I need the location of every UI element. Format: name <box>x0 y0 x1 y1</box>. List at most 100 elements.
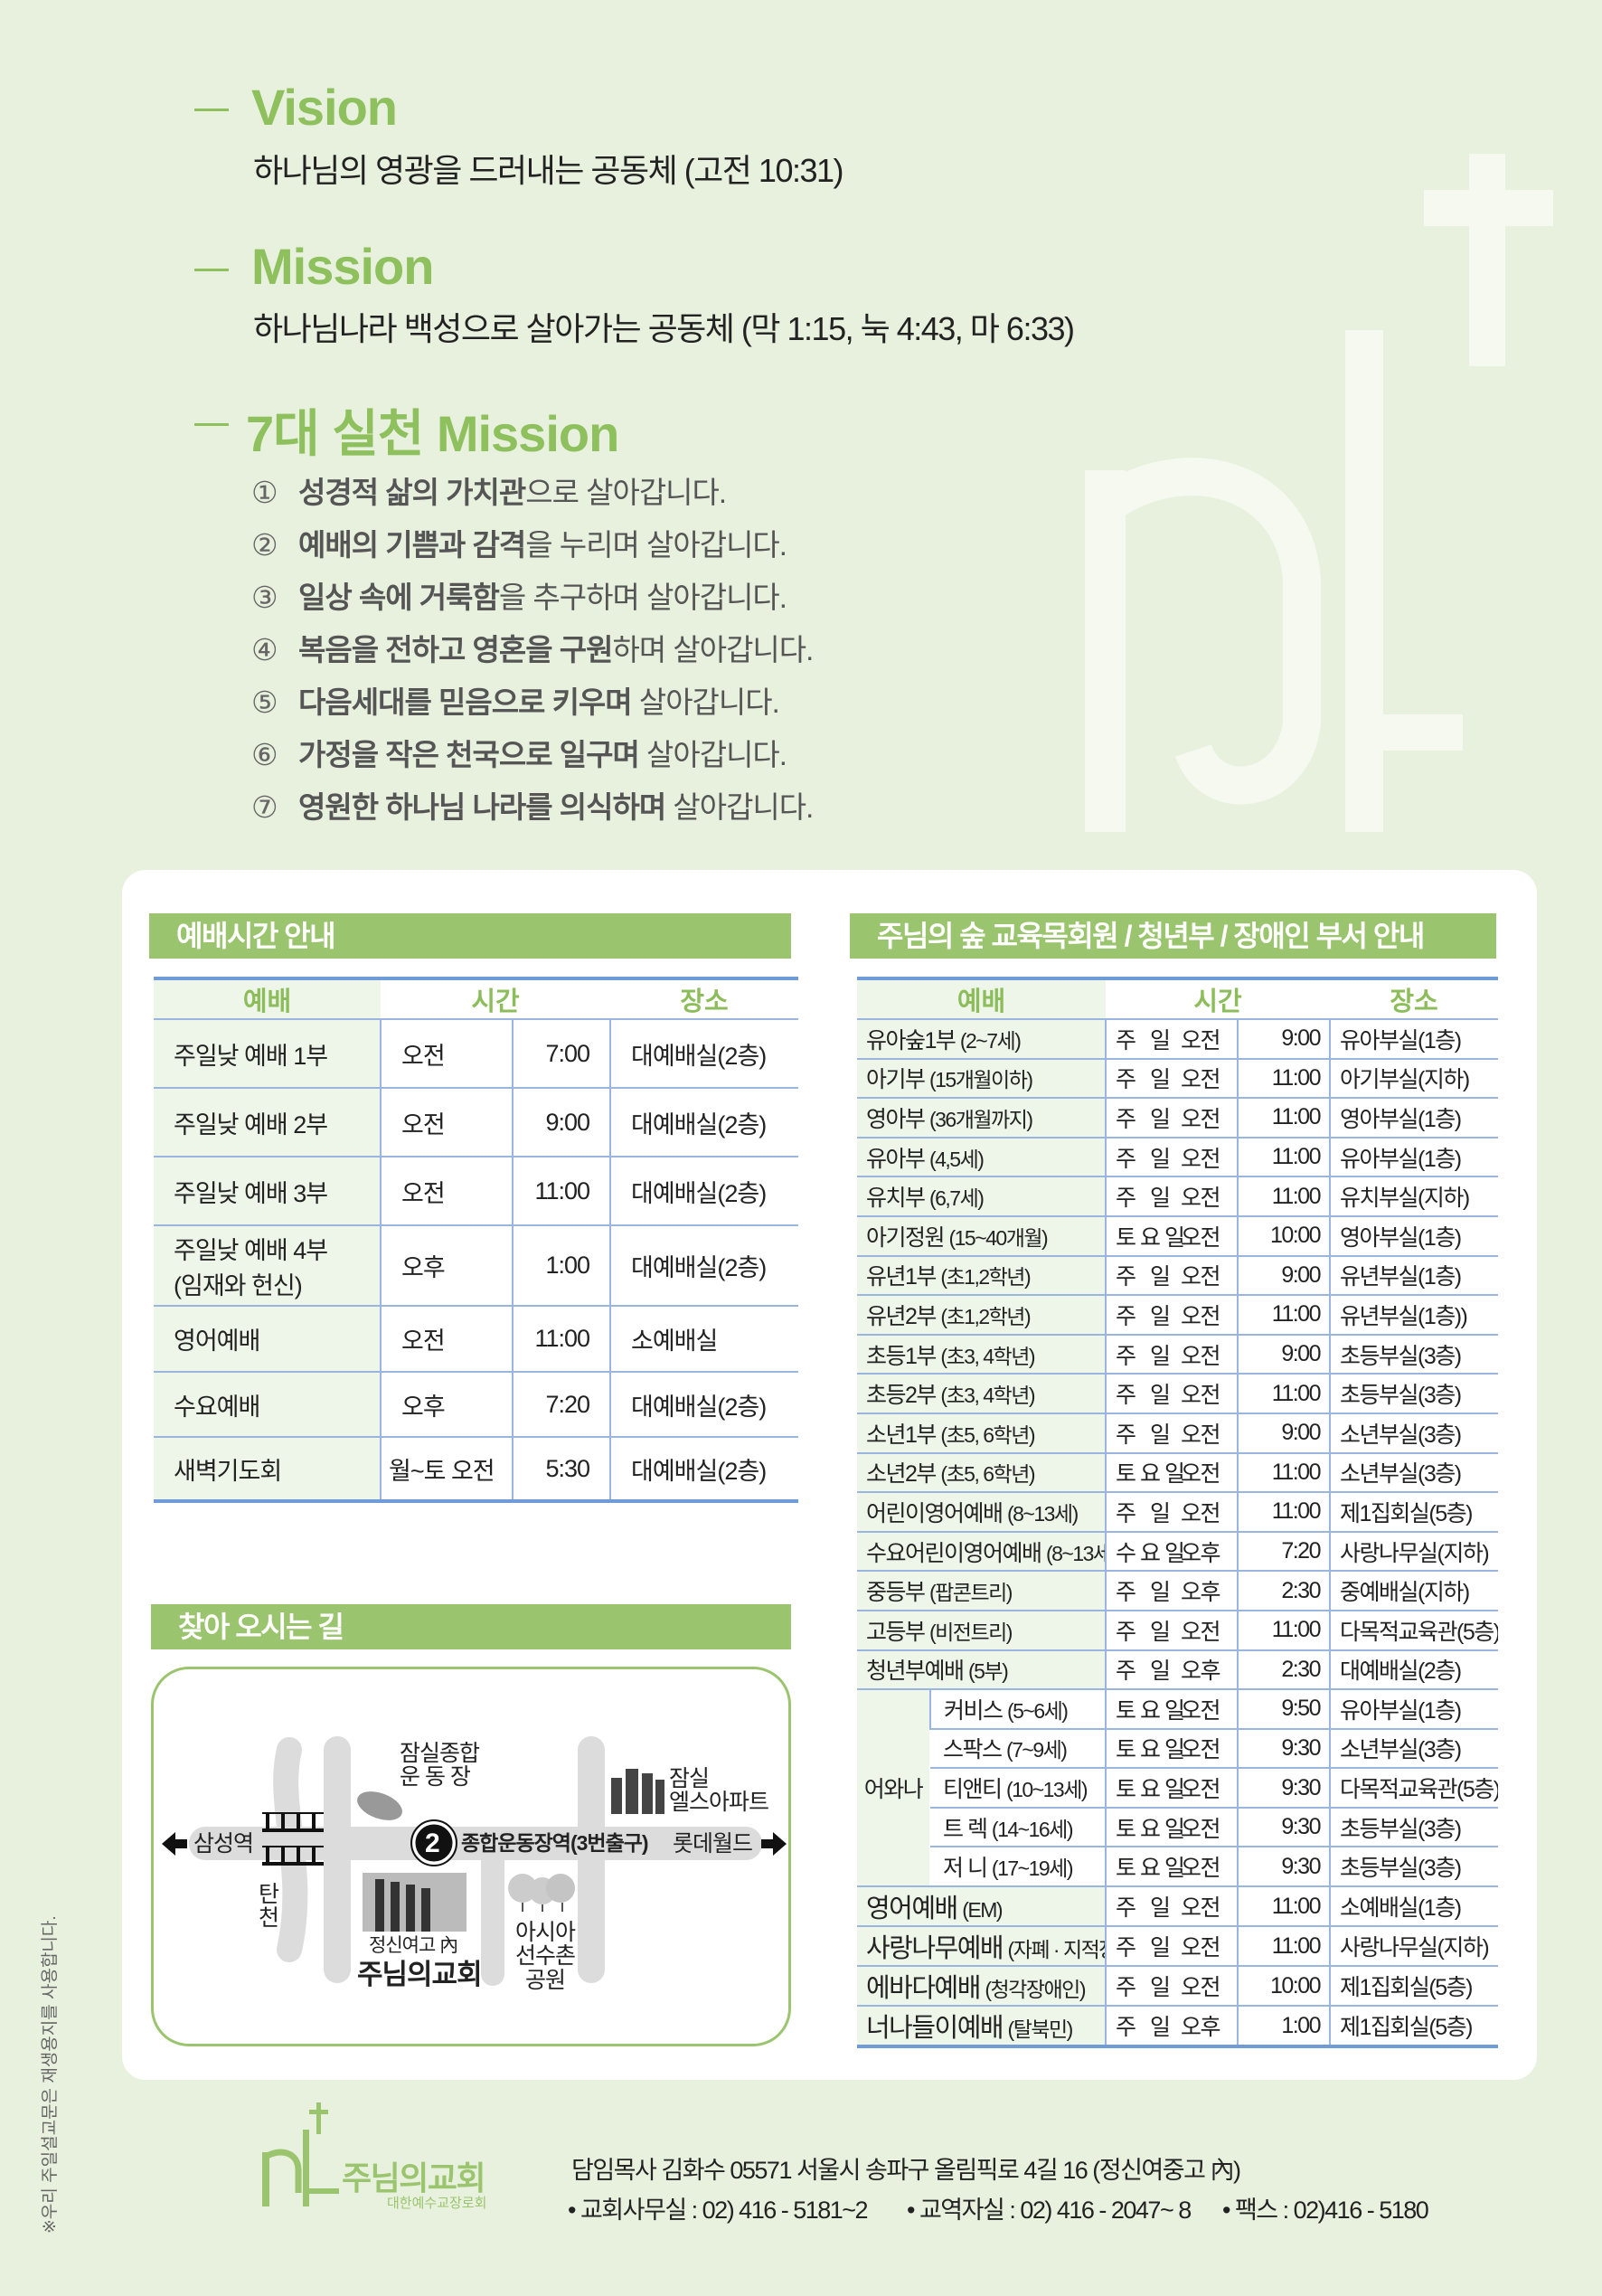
day-text: 토요일 <box>1116 1856 1190 1882</box>
department-time: 11:00 <box>1237 1492 1330 1533</box>
day-text: 주 일 <box>1116 1658 1174 1685</box>
department-name-text: 유아숲1부 <box>866 1027 956 1054</box>
department-note: (EM) <box>962 1898 1003 1923</box>
department-note: (5부) <box>967 1659 1009 1684</box>
department-time: 9:00 <box>1237 1334 1330 1375</box>
practice-dash <box>194 423 229 426</box>
department-name: 영어예배 (EM) <box>857 1886 1106 1928</box>
worship-time: 7:20 <box>512 1372 610 1438</box>
table-row: 주일낮 예배 4부 (임재와 헌신) 오후 1:00 대예배실(2층) <box>154 1225 798 1307</box>
practice-item: ⑤ 다음세대를 믿음으로 키우며 살아갑니다. <box>251 678 780 722</box>
day-text: 주 일 <box>1116 2015 1174 2041</box>
vision-title: Vision <box>251 79 398 136</box>
worship-place: 대예배실(2층) <box>609 1437 798 1503</box>
item-number: ⑦ <box>251 790 278 824</box>
table-row: 주일낮 예배 3부 오전 11:00 대예배실(2층) <box>154 1157 798 1226</box>
department-name: 유아부 (4,5세) <box>857 1137 1106 1178</box>
day-text: 토요일 <box>1116 1461 1190 1488</box>
worship-name-text: 주일낮 예배 1부 <box>174 1042 328 1070</box>
worship-place: 소예배실 <box>609 1306 798 1373</box>
table-row: 트 렉 (14~16세) 토요일오전 9:30 초등부실(3층) <box>857 1807 1498 1848</box>
department-name-text: 스팍스 <box>943 1737 1003 1763</box>
ampm-text: 오전 <box>1181 1935 1221 1961</box>
day-text: 토요일 <box>1116 1224 1190 1251</box>
department-name: 트 렉 (14~16세) <box>930 1807 1106 1848</box>
department-place: 유아부실(1층) <box>1329 1689 1498 1730</box>
department-time: 10:00 <box>1237 1215 1330 1257</box>
department-name-text: 트 렉 <box>943 1816 988 1842</box>
mission-title: Mission <box>251 238 434 295</box>
department-place: 초등부실(3층) <box>1329 1374 1498 1414</box>
footer-fax: • 팩스 : 02)416 - 5180 <box>1222 2197 1429 2224</box>
department-note: (10~13세) <box>1005 1778 1088 1802</box>
day-text: 토요일 <box>1116 1737 1190 1763</box>
item-number: ⑤ <box>251 685 278 719</box>
department-name: 고등부 (비전트리) <box>857 1610 1106 1651</box>
item-emphasis: 복음을 전하고 영혼을 구원 <box>298 633 613 666</box>
worship-ampm: 오후 <box>380 1372 513 1438</box>
footer-pastor-phone: • 교역자실 : 02) 416 - 2047~ 8 <box>907 2197 1192 2224</box>
department-time: 11:00 <box>1237 1176 1330 1217</box>
day-text: 주 일 <box>1116 1264 1174 1290</box>
worship-title: 예배시간 안내 <box>149 913 791 959</box>
department-place: 다목적교육관(5층) <box>1329 1768 1498 1809</box>
table-row: 유아부 (4,5세) 주 일 오전 11:00 유아부실(1층) <box>857 1137 1498 1178</box>
vision-dash <box>194 109 229 111</box>
footer-office-phone: • 교회사무실 : 02) 416 - 5181~2 <box>568 2197 869 2224</box>
department-day: 주 일 오전 <box>1105 1610 1238 1651</box>
department-time: 2:30 <box>1237 1571 1330 1611</box>
ampm-text: 오전 <box>1181 1303 1221 1329</box>
department-place: 다목적교육관(5층) <box>1329 1610 1498 1651</box>
item-number: ② <box>251 528 278 562</box>
worship-ampm: 오전 <box>380 1088 513 1157</box>
department-note: (7~9세) <box>1005 1738 1068 1762</box>
worship-name: 주일낮 예배 4부 (임재와 헌신) <box>154 1225 381 1307</box>
worship-name-text: 새벽기도회 <box>174 1457 282 1485</box>
department-name-text: 영어예배 <box>866 1894 958 1924</box>
department-note: (초5, 6학년) <box>940 1422 1035 1447</box>
department-day: 주 일 오전 <box>1105 1334 1238 1375</box>
department-place: 소년부실(3층) <box>1329 1452 1498 1494</box>
ampm-text: 오전 <box>1181 1422 1221 1448</box>
day-text: 주 일 <box>1116 1303 1174 1329</box>
item-rest: 살아갑니다. <box>665 790 814 824</box>
department-note: (초1,2학년) <box>940 1265 1031 1290</box>
department-place: 초등부실(3층) <box>1329 1847 1498 1888</box>
worship-name: 수요예배 <box>154 1372 381 1438</box>
table-row: 주일낮 예배 2부 오전 9:00 대예배실(2층) <box>154 1088 798 1157</box>
worship-time: 11:00 <box>512 1306 610 1373</box>
department-name-text: 사랑나무예배 <box>866 1934 1004 1964</box>
day-text: 주 일 <box>1116 1895 1174 1922</box>
item-rest: 으로 살아갑니다. <box>525 476 727 509</box>
department-day: 토요일오전 <box>1105 1847 1238 1888</box>
table-row: 고등부 (비전트리) 주 일 오전 11:00 다목적교육관(5층) <box>857 1610 1498 1651</box>
department-time: 9:00 <box>1237 1019 1330 1060</box>
department-name-text: 유년1부 <box>866 1264 937 1290</box>
department-day: 주 일 오후 <box>1105 1571 1238 1611</box>
map-stadium: 잠실종합 운 동 장 <box>400 1741 480 1791</box>
day-text: 주 일 <box>1116 1027 1174 1054</box>
department-day: 주 일 오전 <box>1105 1098 1238 1139</box>
department-name: 에바다예배 (청각장애인) <box>857 1966 1106 2008</box>
department-place: 영아부실(1층) <box>1329 1098 1498 1139</box>
department-name-text: 티앤티 <box>943 1777 1003 1803</box>
department-note: (탈북민) <box>1007 2017 1074 2042</box>
department-day: 주 일 오전 <box>1105 1886 1238 1928</box>
department-place: 유아부실(1층) <box>1329 1137 1498 1178</box>
department-name-text: 아기정원 <box>866 1224 946 1251</box>
department-day: 주 일 오후 <box>1105 2006 1238 2049</box>
day-text: 주 일 <box>1116 1975 1174 2001</box>
header-place: 장소 <box>1330 978 1498 1020</box>
item-number: ① <box>251 476 278 509</box>
department-note: (14~16세) <box>991 1817 1074 1841</box>
header-time: 시간 <box>1106 978 1330 1020</box>
department-name: 사랑나무예배 (자폐 · 지적장애) <box>857 1926 1106 1968</box>
worship-name-text: 주일낮 예배 3부 <box>174 1179 328 1207</box>
department-name: 소년1부 (초5, 6학년) <box>857 1413 1106 1454</box>
department-day: 주 일 오전 <box>1105 1019 1238 1060</box>
worship-time: 9:00 <box>512 1088 610 1157</box>
table-row: 아기부 (15개월이하) 주 일 오전 11:00 아기부실(지하) <box>857 1058 1498 1100</box>
ampm-text: 오전 <box>1181 1737 1221 1763</box>
day-text: 주 일 <box>1116 1935 1174 1961</box>
item-emphasis: 다음세대를 믿음으로 키우며 <box>298 685 633 719</box>
